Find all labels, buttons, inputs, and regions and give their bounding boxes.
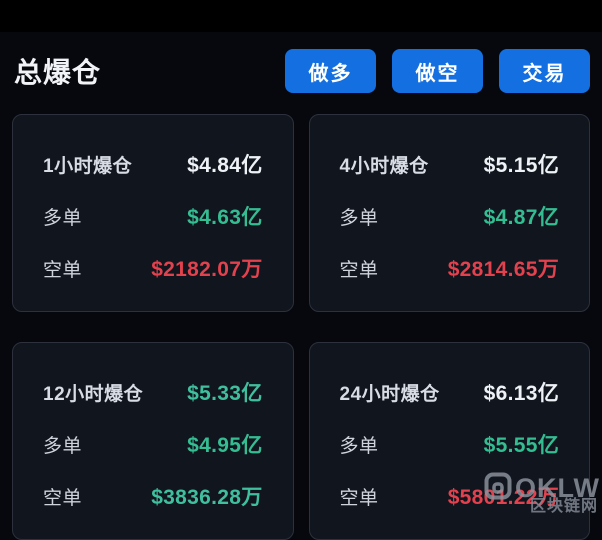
total-value: $4.84亿 — [187, 154, 263, 177]
long-label: 多单 — [43, 435, 83, 457]
long-value: $5.55亿 — [483, 434, 559, 457]
long-label: 多单 — [339, 435, 379, 457]
card-total-row: 1小时爆仓 $4.84亿 — [43, 149, 263, 179]
short-label: 空单 — [339, 487, 379, 509]
card-long-row: 多单 $4.95亿 — [43, 429, 263, 459]
page-title: 总爆仓 — [14, 57, 102, 88]
card-12h-liquidation: 12小时爆仓 $5.33亿 多单 $4.95亿 空单 $3836.28万 — [12, 342, 294, 540]
long-value: $4.63亿 — [187, 206, 263, 229]
header-bar: 总爆仓 做多 做空 交易 — [0, 32, 602, 110]
action-button-group: 做多 做空 交易 — [285, 49, 590, 93]
card-24h-liquidation: 24小时爆仓 $6.13亿 多单 $5.55亿 空单 $5801.22万 — [308, 342, 590, 540]
short-value: $3836.28万 — [151, 486, 263, 509]
trade-button[interactable]: 交易 — [499, 49, 590, 93]
short-label: 空单 — [339, 259, 379, 281]
card-total-row: 4小时爆仓 $5.15亿 — [340, 149, 560, 179]
total-value: $6.13亿 — [483, 382, 559, 405]
long-button[interactable]: 做多 — [285, 49, 376, 93]
short-value: $2814.65万 — [447, 258, 559, 281]
total-value: $5.15亿 — [483, 154, 559, 177]
short-value: $2182.07万 — [151, 258, 263, 281]
card-title: 1小时爆仓 — [43, 155, 133, 177]
card-long-row: 多单 $4.87亿 — [340, 201, 560, 231]
card-1h-liquidation: 1小时爆仓 $4.84亿 多单 $4.63亿 空单 $2182.07万 — [12, 114, 294, 312]
card-short-row: 空单 $5801.22万 — [340, 481, 560, 511]
top-black-strip — [0, 0, 602, 32]
long-label: 多单 — [43, 207, 83, 229]
card-total-row: 24小时爆仓 $6.13亿 — [340, 377, 560, 407]
short-label: 空单 — [43, 259, 83, 281]
card-title: 4小时爆仓 — [339, 155, 429, 177]
card-4h-liquidation: 4小时爆仓 $5.15亿 多单 $4.87亿 空单 $2814.65万 — [308, 114, 590, 312]
card-total-row: 12小时爆仓 $5.33亿 — [43, 377, 263, 407]
card-short-row: 空单 $3836.28万 — [43, 481, 263, 511]
liquidation-card-grid: 1小时爆仓 $4.84亿 多单 $4.63亿 空单 $2182.07万 4小时爆… — [0, 110, 602, 540]
short-label: 空单 — [43, 487, 83, 509]
total-value: $5.33亿 — [187, 382, 263, 405]
card-short-row: 空单 $2814.65万 — [340, 253, 560, 283]
short-button[interactable]: 做空 — [392, 49, 483, 93]
card-title: 12小时爆仓 — [43, 383, 144, 405]
long-value: $4.95亿 — [187, 434, 263, 457]
card-long-row: 多单 $5.55亿 — [340, 429, 560, 459]
short-value: $5801.22万 — [447, 486, 559, 509]
card-long-row: 多单 $4.63亿 — [43, 201, 263, 231]
long-label: 多单 — [339, 207, 379, 229]
long-value: $4.87亿 — [483, 206, 559, 229]
card-title: 24小时爆仓 — [339, 383, 440, 405]
card-short-row: 空单 $2182.07万 — [43, 253, 263, 283]
